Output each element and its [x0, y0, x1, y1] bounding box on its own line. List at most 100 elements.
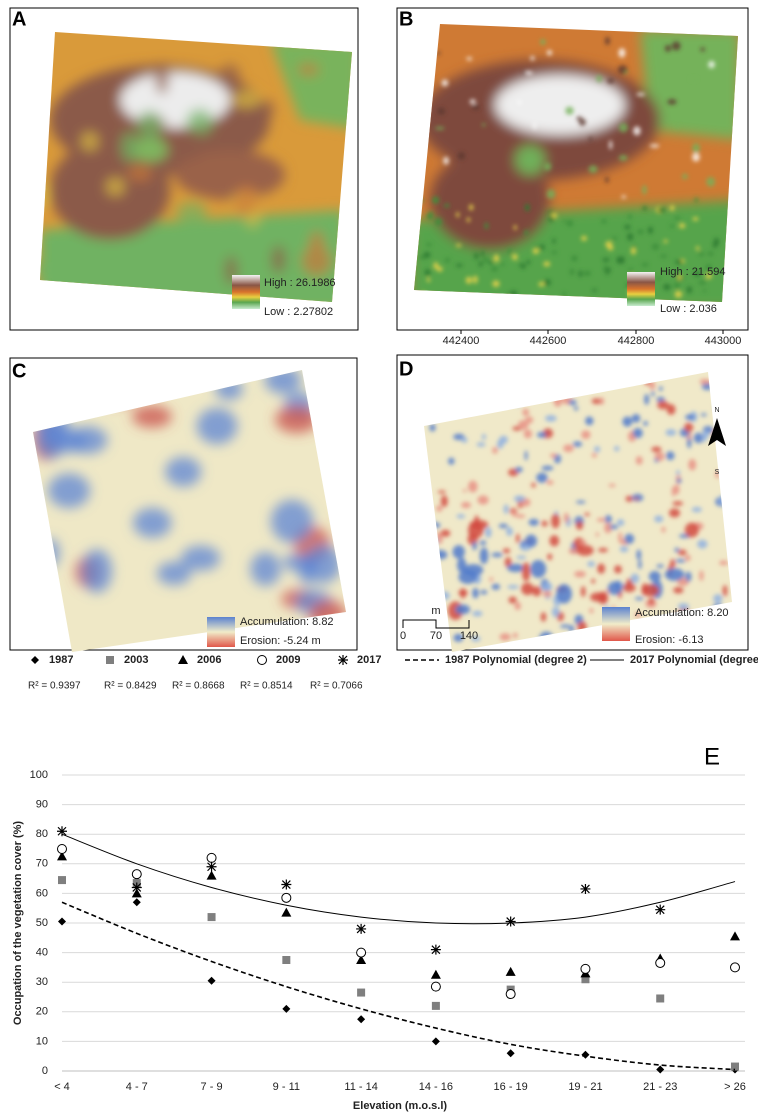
- x-axis-label: Elevation (m.o.s.l): [353, 1100, 447, 1112]
- map-texture: [698, 280, 707, 285]
- data-point: [57, 844, 67, 854]
- map-texture: [481, 250, 485, 258]
- data-point: [731, 1062, 739, 1071]
- legend-symbol: [338, 655, 348, 665]
- map-texture: [474, 252, 479, 260]
- map-texture: [649, 144, 660, 148]
- data-point: [730, 931, 740, 941]
- map-texture: [472, 275, 478, 284]
- data-point: [431, 1001, 440, 1010]
- map-texture: [155, 62, 169, 95]
- north-label: S: [715, 469, 720, 476]
- map-texture: [472, 610, 483, 617]
- map-texture: [669, 508, 681, 518]
- map-texture: [515, 466, 523, 473]
- map-texture: [625, 495, 634, 502]
- map-texture: [532, 248, 540, 254]
- data-point: [581, 975, 590, 984]
- map-texture: [264, 370, 302, 394]
- map-texture: [693, 432, 704, 444]
- map-texture: [101, 376, 141, 405]
- legend-text: Erosion: -5.24 m: [240, 635, 321, 647]
- map-texture: [432, 196, 440, 204]
- y-tick-label: 70: [36, 858, 48, 870]
- map-texture: [572, 441, 583, 447]
- map-texture: [647, 226, 653, 235]
- x-tick-label: 16 - 19: [494, 1081, 528, 1093]
- map-texture: [578, 118, 586, 127]
- map-texture: [47, 473, 91, 508]
- map-texture: [581, 430, 591, 440]
- data-point: [58, 876, 66, 885]
- map-texture: [219, 64, 241, 88]
- map-texture: [513, 495, 526, 502]
- map-texture: [624, 533, 635, 544]
- map-texture: [444, 257, 450, 263]
- map-texture: [196, 407, 238, 445]
- map-texture: [618, 531, 623, 544]
- map-texture: [530, 559, 547, 578]
- map-texture: [437, 533, 443, 545]
- map-texture: [691, 507, 702, 513]
- map-texture: [575, 500, 586, 504]
- map-texture: [181, 545, 221, 571]
- map-texture: [678, 549, 687, 556]
- map-texture: [571, 255, 578, 262]
- map-texture: [591, 578, 596, 584]
- map-texture: [438, 591, 450, 600]
- map-texture: [689, 77, 698, 81]
- map-texture: [604, 176, 609, 183]
- trend-line: [61, 833, 736, 925]
- map-texture: [511, 509, 518, 517]
- data-point: [505, 916, 516, 927]
- map-texture: [675, 123, 679, 129]
- map-texture: [556, 584, 572, 604]
- map-texture: [588, 165, 598, 174]
- data-point: [506, 1049, 515, 1058]
- map-texture: [708, 60, 715, 69]
- data-point: [430, 969, 441, 979]
- map-texture: [657, 207, 666, 213]
- map-texture: [702, 289, 707, 293]
- map-texture: [491, 552, 503, 558]
- data-point: [281, 892, 292, 903]
- map-texture: [436, 505, 443, 512]
- data-point: [655, 957, 666, 968]
- map-texture: [584, 512, 590, 517]
- x-tick-label: 7 - 9: [201, 1081, 223, 1093]
- map-texture: [462, 489, 467, 493]
- map-texture: [594, 446, 601, 453]
- map-texture: [665, 429, 677, 436]
- map-texture: [637, 229, 644, 235]
- map-texture: [481, 123, 486, 127]
- map-texture: [672, 501, 684, 506]
- map-texture: [448, 457, 455, 465]
- data-point: [357, 988, 366, 997]
- map-texture: [576, 545, 594, 556]
- map-texture: [437, 490, 446, 494]
- map-texture: [630, 573, 640, 584]
- map-texture: [621, 195, 626, 199]
- data-point: [207, 913, 216, 922]
- data-point: [206, 870, 217, 880]
- map-texture: [479, 547, 489, 565]
- map-texture: [644, 375, 651, 386]
- map-texture: [452, 389, 459, 395]
- y-tick-label: 30: [36, 976, 48, 988]
- map-texture: [657, 276, 661, 281]
- map-texture: [599, 397, 605, 405]
- map-texture: [482, 257, 489, 263]
- legend-label: 2009: [276, 654, 300, 666]
- map-texture: [455, 243, 462, 247]
- map-texture: [632, 427, 643, 439]
- map-texture: [618, 48, 626, 58]
- legend-symbol: [106, 656, 114, 664]
- map-texture: [635, 456, 643, 465]
- map-texture: [186, 108, 214, 136]
- map-texture: [539, 631, 554, 647]
- map-texture: [648, 598, 655, 605]
- map-texture: [685, 571, 692, 582]
- map-texture: [421, 291, 426, 298]
- map-texture: [562, 291, 566, 297]
- map-texture: [666, 451, 675, 461]
